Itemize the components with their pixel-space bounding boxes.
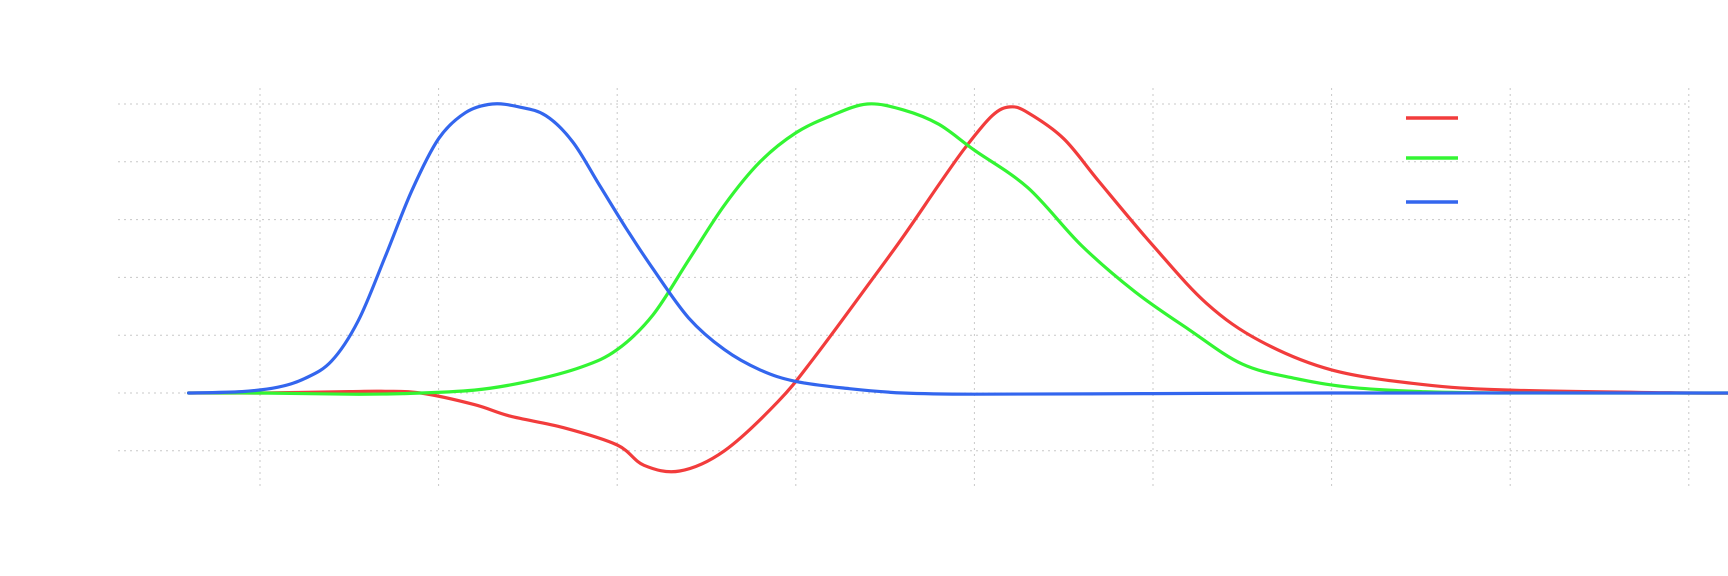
legend <box>1406 116 1458 204</box>
series-line-2 <box>187 102 1728 396</box>
series-line-3 <box>187 102 1728 396</box>
series-layer <box>187 102 1728 474</box>
series-line-1 <box>187 105 1728 474</box>
grid-layer <box>118 88 1690 486</box>
